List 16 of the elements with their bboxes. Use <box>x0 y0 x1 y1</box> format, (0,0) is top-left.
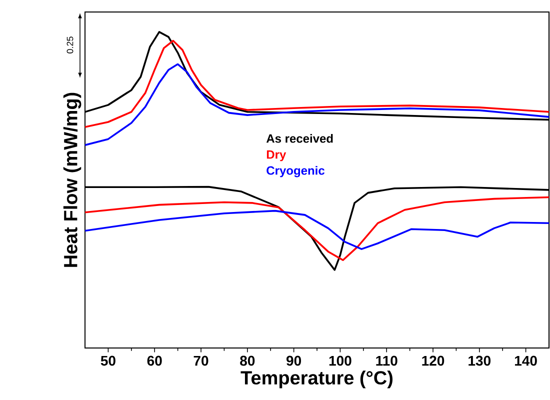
x-tick-label: 100 <box>329 356 352 366</box>
x-tick-label: 120 <box>422 356 444 366</box>
text: 0.25 <box>66 36 74 54</box>
x-axis-title: Temperature (°C) <box>240 370 392 388</box>
y-axis-title: Heat Flow (mW/mg) <box>63 92 82 267</box>
x-tick-label: 130 <box>468 356 491 366</box>
text: Cryogenic <box>266 166 324 178</box>
x-tick-label: 110 <box>376 356 398 366</box>
x-tick-label: 70 <box>194 356 208 366</box>
x-tick-label: 80 <box>240 356 255 366</box>
x-tick-label: 90 <box>286 356 302 366</box>
series-label: As received <box>266 134 333 143</box>
x-tick-label: 50 <box>100 356 116 366</box>
x-tick-label: 60 <box>147 356 162 366</box>
x-tick-label: 140 <box>515 356 537 366</box>
text: Dry <box>266 150 286 162</box>
